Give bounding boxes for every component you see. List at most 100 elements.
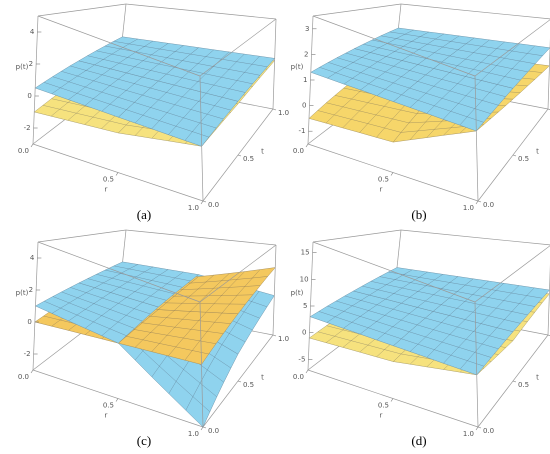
x-tick <box>305 369 309 374</box>
z-axis-label: p(t) <box>291 289 304 297</box>
caption: (b) <box>411 207 426 222</box>
z-tick-label: 4 <box>30 254 35 262</box>
mesh-line <box>433 37 550 89</box>
x-tick-label: 1.0 <box>463 204 474 212</box>
mesh-line <box>35 282 159 344</box>
z-tick-label: 3 <box>305 25 309 33</box>
y-tick-label: 0.5 <box>243 155 254 163</box>
box-edge <box>312 241 476 303</box>
y-tick <box>512 380 517 383</box>
y-tick <box>202 200 207 203</box>
z-tick-label: 10 <box>300 275 309 283</box>
box-edge <box>199 244 277 303</box>
box-edge <box>312 229 402 243</box>
z-tick-label: 0 <box>27 318 31 326</box>
box-edge <box>37 3 127 17</box>
y-tick-label: 1.0 <box>278 335 289 343</box>
caption: (d) <box>411 433 426 448</box>
mesh-line <box>393 68 514 132</box>
y-tick-label: 1.0 <box>278 109 289 117</box>
x-axis-label: r <box>105 412 108 420</box>
box-edge <box>400 3 550 20</box>
x-tick <box>200 426 204 431</box>
y-tick <box>237 154 242 157</box>
z-tick-label: 0 <box>302 102 306 110</box>
y-axis-label: t <box>536 373 539 381</box>
x-axis-label: r <box>380 186 383 194</box>
x-tick <box>475 426 479 431</box>
y-tick <box>477 426 482 429</box>
y-tick-label: 0.0 <box>483 427 494 435</box>
z-tick-label: -1 <box>299 127 306 135</box>
box-edge <box>474 19 550 77</box>
y-tick <box>477 200 482 203</box>
x-tick-label: 1.0 <box>188 430 199 438</box>
y-axis-label: t <box>261 147 264 155</box>
x-tick <box>115 398 119 402</box>
z-tick-label: 2 <box>304 50 308 58</box>
x-tick-label: 0.0 <box>293 147 304 155</box>
box-edge <box>272 18 277 110</box>
y-tick <box>237 380 242 383</box>
y-tick-label: 0.5 <box>243 381 254 389</box>
box-edge <box>474 301 479 428</box>
box-edge <box>37 15 201 77</box>
y-tick-label: 0.0 <box>483 201 494 209</box>
box-edge <box>125 3 277 20</box>
y-tick-label: 0.0 <box>208 201 219 209</box>
y-tick-label: 0.5 <box>518 155 529 163</box>
box-edge <box>400 229 550 246</box>
box-edge <box>32 15 39 145</box>
x-tick <box>305 143 309 148</box>
x-tick-label: 0.5 <box>378 176 389 184</box>
box-edge <box>125 229 277 246</box>
y-tick <box>272 334 277 337</box>
z-axis-label: p(t) <box>291 63 304 71</box>
x-tick <box>475 200 479 205</box>
y-axis-label: t <box>536 147 539 155</box>
z-tick-label: 5 <box>303 302 307 310</box>
y-tick <box>272 108 277 111</box>
box-edge <box>272 244 277 336</box>
mesh-line <box>118 309 239 365</box>
y-tick <box>202 426 207 429</box>
caption: (a) <box>137 207 151 222</box>
y-tick-label: 0.0 <box>208 427 219 435</box>
x-tick <box>390 172 394 176</box>
x-tick-label: 0.0 <box>18 373 29 381</box>
box-edge <box>474 245 550 303</box>
z-tick-label: 0 <box>302 329 306 337</box>
z-tick-label: 4 <box>30 28 35 36</box>
z-tick-label: -2 <box>24 350 31 358</box>
box-edge <box>37 229 127 243</box>
caption: (c) <box>137 433 151 448</box>
z-tick-label: 2 <box>29 60 33 68</box>
x-tick-label: 1.0 <box>463 430 474 438</box>
x-axis-label: r <box>105 186 108 194</box>
x-tick <box>115 172 119 176</box>
x-tick <box>200 200 204 205</box>
z-axis-label: p(t) <box>16 289 29 297</box>
y-tick-label: 0.5 <box>518 381 529 389</box>
x-tick <box>30 143 34 148</box>
x-tick <box>390 398 394 402</box>
box-edge <box>32 241 39 371</box>
box-edge <box>199 75 204 202</box>
z-tick-label: 15 <box>301 249 310 257</box>
x-tick-label: 1.0 <box>188 204 199 212</box>
mesh-line <box>118 80 239 147</box>
z-tick-label: -5 <box>298 355 305 363</box>
z-tick-label: 2 <box>29 286 33 294</box>
z-tick-label: 0 <box>27 92 31 100</box>
box-edge <box>474 75 479 202</box>
x-tick-label: 0.5 <box>378 402 389 410</box>
box-edge <box>199 18 277 77</box>
mesh-line <box>158 47 275 102</box>
z-tick-label: -2 <box>24 124 31 132</box>
x-tick-label: 0.5 <box>103 402 114 410</box>
z-tick-label: 1 <box>303 76 307 84</box>
panel: -2 0 2 4 p(t) 0.0 0.5 1.0 r 0.0 0.5 1.0 t (a) <box>16 3 289 222</box>
